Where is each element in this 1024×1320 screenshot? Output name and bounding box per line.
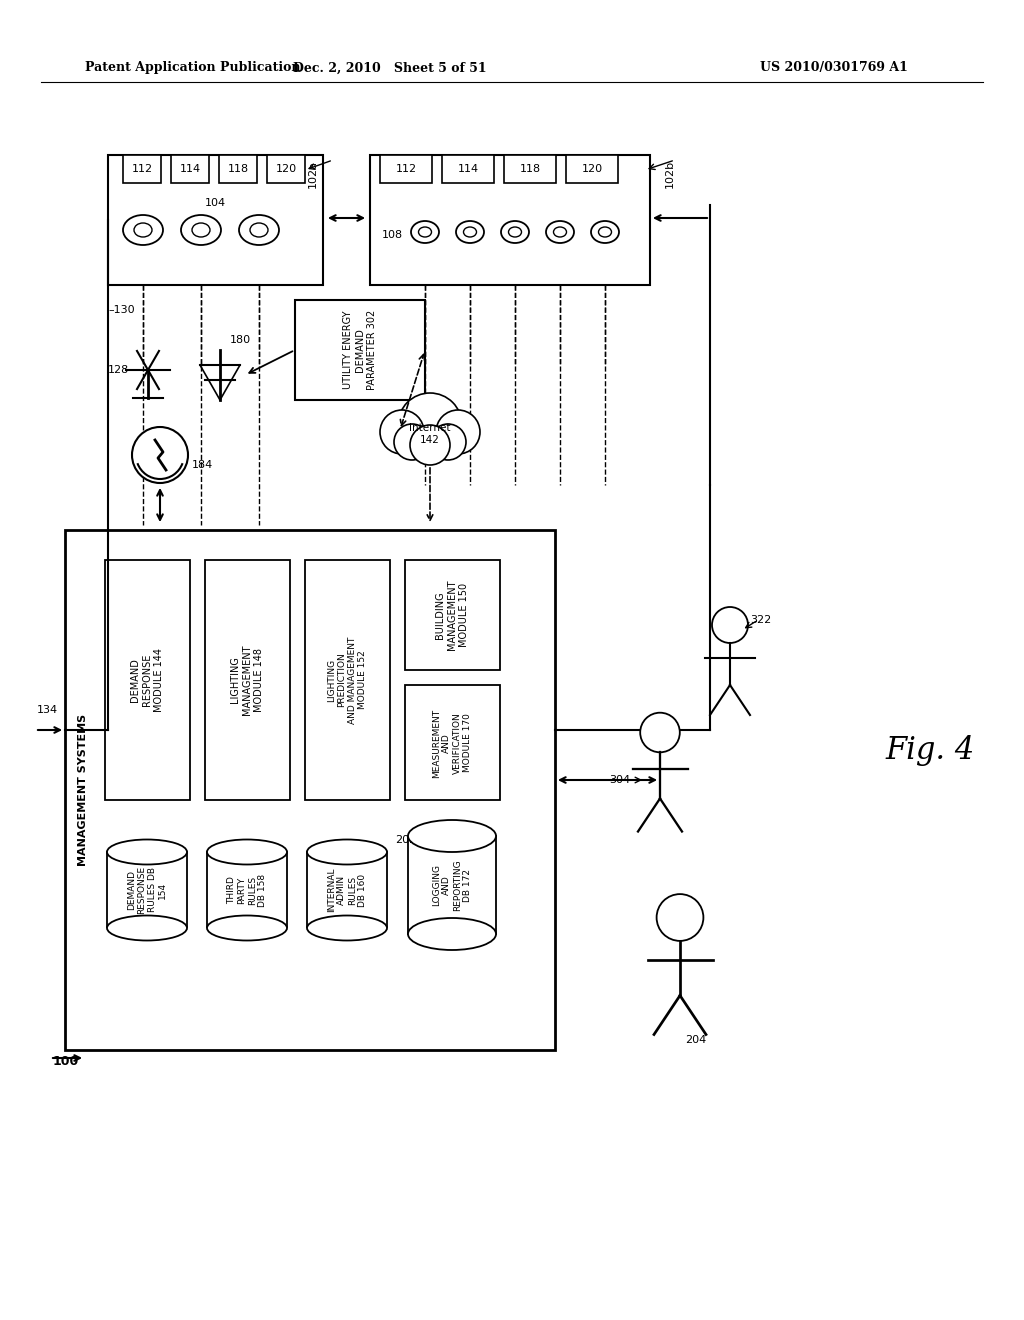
Ellipse shape <box>193 223 210 238</box>
Bar <box>171 154 209 183</box>
Text: 102b: 102b <box>665 160 675 189</box>
Bar <box>106 851 187 927</box>
Ellipse shape <box>134 223 152 238</box>
Bar <box>123 154 161 183</box>
Ellipse shape <box>207 916 287 940</box>
Bar <box>406 685 500 800</box>
Text: Dec. 2, 2010   Sheet 5 of 51: Dec. 2, 2010 Sheet 5 of 51 <box>293 62 486 74</box>
Text: BUILDING
MANAGEMENT
MODULE 150: BUILDING MANAGEMENT MODULE 150 <box>435 579 469 651</box>
Text: 112: 112 <box>131 164 153 174</box>
Bar <box>566 154 618 183</box>
Circle shape <box>380 411 424 454</box>
Text: 304: 304 <box>609 775 630 785</box>
Text: Fig. 4: Fig. 4 <box>886 734 975 766</box>
Ellipse shape <box>464 227 476 238</box>
Circle shape <box>430 424 466 459</box>
Bar <box>108 154 323 285</box>
Text: 102a: 102a <box>308 160 318 187</box>
Bar <box>370 154 650 285</box>
Ellipse shape <box>250 223 268 238</box>
Bar <box>504 154 556 183</box>
Text: 112: 112 <box>395 164 417 174</box>
Text: 180: 180 <box>230 335 251 345</box>
Text: Patent Application Publication: Patent Application Publication <box>85 62 300 74</box>
Ellipse shape <box>546 220 574 243</box>
Text: MEASUREMENT
AND
VERIFICATION
MODULE 170: MEASUREMENT AND VERIFICATION MODULE 170 <box>432 709 472 777</box>
Circle shape <box>132 426 188 483</box>
Text: MANAGEMENT SYSTEMS: MANAGEMENT SYSTEMS <box>78 714 88 866</box>
Bar <box>219 154 257 183</box>
Text: –130: –130 <box>108 305 134 315</box>
Text: 134: 134 <box>37 705 58 715</box>
Text: 118: 118 <box>519 164 541 174</box>
Text: 202: 202 <box>395 836 416 845</box>
Ellipse shape <box>419 227 431 238</box>
Ellipse shape <box>106 840 187 865</box>
Bar <box>442 154 494 183</box>
Ellipse shape <box>509 227 521 238</box>
Ellipse shape <box>123 215 163 246</box>
Bar <box>307 851 387 927</box>
Ellipse shape <box>408 917 496 950</box>
Bar <box>207 851 287 927</box>
Ellipse shape <box>591 220 618 243</box>
Ellipse shape <box>598 227 611 238</box>
Circle shape <box>436 411 480 454</box>
Bar <box>380 154 432 183</box>
Ellipse shape <box>307 840 387 865</box>
Text: 104: 104 <box>205 198 225 209</box>
Text: LIGHTING
PREDICTION
AND MANAGEMENT
MODULE 152: LIGHTING PREDICTION AND MANAGEMENT MODUL… <box>327 636 367 723</box>
Text: LOGGING
AND
REPORTING
DB 172: LOGGING AND REPORTING DB 172 <box>432 859 472 911</box>
Bar <box>205 560 290 800</box>
Ellipse shape <box>181 215 221 246</box>
Circle shape <box>712 607 748 643</box>
Circle shape <box>640 713 680 752</box>
Text: 118: 118 <box>227 164 249 174</box>
Circle shape <box>394 424 430 459</box>
Ellipse shape <box>456 220 484 243</box>
Text: 114: 114 <box>179 164 201 174</box>
Text: Internet: Internet <box>410 422 451 433</box>
Ellipse shape <box>307 916 387 940</box>
Text: INTERNAL
ADMIN
RULES
DB 160: INTERNAL ADMIN RULES DB 160 <box>327 867 367 912</box>
Text: 108: 108 <box>382 230 403 240</box>
Text: UTILITY ENERGY
DEMAND
PARAMETER 302: UTILITY ENERGY DEMAND PARAMETER 302 <box>343 310 377 391</box>
Bar <box>105 560 190 800</box>
Circle shape <box>656 894 703 941</box>
Text: 100: 100 <box>53 1055 79 1068</box>
Ellipse shape <box>239 215 279 246</box>
Bar <box>406 560 500 671</box>
Text: US 2010/0301769 A1: US 2010/0301769 A1 <box>760 62 908 74</box>
Bar <box>408 836 496 935</box>
Text: DEMAND
RESPONSE
MODULE 144: DEMAND RESPONSE MODULE 144 <box>130 648 164 711</box>
Circle shape <box>410 425 450 465</box>
Text: 120: 120 <box>582 164 602 174</box>
Ellipse shape <box>408 820 496 851</box>
Text: THIRD
PARTY
RULES
DB 158: THIRD PARTY RULES DB 158 <box>227 874 267 907</box>
Bar <box>295 300 425 400</box>
Bar <box>267 154 305 183</box>
Ellipse shape <box>411 220 439 243</box>
Text: DEMAND
RESPONSE
RULES DB
154: DEMAND RESPONSE RULES DB 154 <box>127 866 167 913</box>
Text: 204: 204 <box>685 1035 707 1045</box>
Text: 128: 128 <box>108 366 129 375</box>
Text: 120: 120 <box>275 164 297 174</box>
Circle shape <box>398 393 462 457</box>
Ellipse shape <box>554 227 566 238</box>
Text: 184: 184 <box>193 459 213 470</box>
Bar <box>305 560 390 800</box>
Text: 142: 142 <box>420 436 440 445</box>
Text: LIGHTING
MANAGEMENT
MODULE 148: LIGHTING MANAGEMENT MODULE 148 <box>230 644 263 715</box>
Bar <box>65 531 555 1049</box>
Ellipse shape <box>106 916 187 940</box>
Text: 114: 114 <box>458 164 478 174</box>
Text: 322: 322 <box>750 615 771 624</box>
Ellipse shape <box>207 840 287 865</box>
Ellipse shape <box>501 220 529 243</box>
